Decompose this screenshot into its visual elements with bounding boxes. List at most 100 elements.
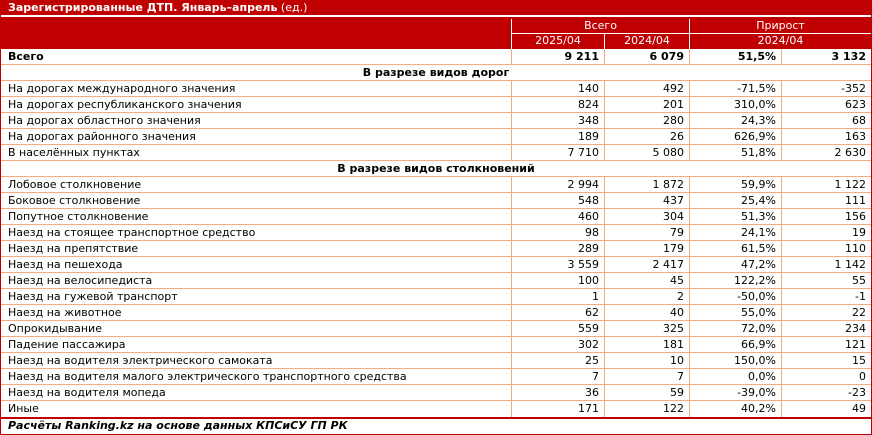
row-value: 6 079 <box>604 49 689 64</box>
row-value: 179 <box>604 241 689 256</box>
row-value: 302 <box>511 337 604 352</box>
source-note: Расчёты Ranking.kz на основе данных КПСи… <box>1 417 871 434</box>
section-row: В разрезе видов столкновений <box>1 161 871 177</box>
row-label: Наезд на водителя мопеда <box>8 386 166 399</box>
table-row: Попутное столкновение 460 304 51,3% 156 <box>1 209 871 225</box>
table-row: Лобовое столкновение 2 994 1 872 59,9% 1 122 <box>1 177 871 193</box>
table-row: Наезд на гужевой транспорт 1 2 -50,0% -1 <box>1 289 871 305</box>
row-value: 437 <box>604 193 689 208</box>
row-value: 824 <box>511 97 604 112</box>
row-value: 9 211 <box>511 49 604 64</box>
row-value: 66,9% <box>689 337 781 352</box>
title-unit: (ед.) <box>277 1 308 14</box>
row-value: 2 630 <box>781 145 871 160</box>
table-row: Наезд на животное 62 40 55,0% 22 <box>1 305 871 321</box>
row-label: Лобовое столкновение <box>8 178 142 191</box>
row-value: 72,0% <box>689 321 781 336</box>
row-value: 623 <box>781 97 871 112</box>
row-label: Боковое столкновение <box>8 194 141 207</box>
table-row: Падение пассажира 302 181 66,9% 121 <box>1 337 871 353</box>
row-value: 122,2% <box>689 273 781 288</box>
row-value: 140 <box>511 81 604 96</box>
row-value: 51,5% <box>689 49 781 64</box>
row-label: Опрокидывание <box>8 322 102 335</box>
header-year-row: 2025/04 2024/04 2024/04 <box>1 34 871 49</box>
table-row: Иные 171 122 40,2% 49 <box>1 401 871 417</box>
row-value: 36 <box>511 385 604 400</box>
table-row: Опрокидывание 559 325 72,0% 234 <box>1 321 871 337</box>
row-value: 55,0% <box>689 305 781 320</box>
row-value: 26 <box>604 129 689 144</box>
table-row: Наезд на препятствие 289 179 61,5% 110 <box>1 241 871 257</box>
row-value: 310,0% <box>689 97 781 112</box>
row-value: 348 <box>511 113 604 128</box>
row-value: 559 <box>511 321 604 336</box>
column-header-2024-04: 2024/04 <box>604 34 689 49</box>
row-value: 47,2% <box>689 257 781 272</box>
row-label: На дорогах международного значения <box>8 82 236 95</box>
column-group-growth: Прирост <box>689 19 871 34</box>
row-label: Наезд на пешехода <box>8 258 123 271</box>
row-value: 2 994 <box>511 177 604 192</box>
row-value: 62 <box>511 305 604 320</box>
row-label: На дорогах областного значения <box>8 114 201 127</box>
row-value: -1 <box>781 289 871 304</box>
row-value: 68 <box>781 113 871 128</box>
row-value: 0,0% <box>689 369 781 384</box>
table-row: Наезд на стоящее транспортное средство 98… <box>1 225 871 241</box>
row-value: 51,3% <box>689 209 781 224</box>
row-value: 548 <box>511 193 604 208</box>
row-label: Попутное столкновение <box>8 210 149 223</box>
row-value: 1 122 <box>781 177 871 192</box>
row-label: Наезд на стоящее транспортное средство <box>8 226 256 239</box>
row-label: Наезд на препятствие <box>8 242 139 255</box>
row-value: 7 710 <box>511 145 604 160</box>
row-value: 304 <box>604 209 689 224</box>
row-value: 492 <box>604 81 689 96</box>
row-value: 61,5% <box>689 241 781 256</box>
row-value: 49 <box>781 401 871 417</box>
row-value: 40 <box>604 305 689 320</box>
row-value: 10 <box>604 353 689 368</box>
row-label: Наезд на водителя электрического самокат… <box>8 354 273 367</box>
row-value: 25,4% <box>689 193 781 208</box>
row-value: 40,2% <box>689 401 781 417</box>
row-value: 111 <box>781 193 871 208</box>
table-row: В населённых пунктах 7 710 5 080 51,8% 2 630 <box>1 145 871 161</box>
header-group-row: Всего Прирост <box>1 19 871 34</box>
row-value: 19 <box>781 225 871 240</box>
row-label: В населённых пунктах <box>8 146 140 159</box>
row-label: Падение пассажира <box>8 338 126 351</box>
row-value: -71,5% <box>689 81 781 96</box>
row-value: 325 <box>604 321 689 336</box>
row-value: 55 <box>781 273 871 288</box>
row-value: 59 <box>604 385 689 400</box>
row-value: 100 <box>511 273 604 288</box>
row-value: 1 872 <box>604 177 689 192</box>
table-row: Всего 9 211 6 079 51,5% 3 132 <box>1 49 871 65</box>
row-value: 7 <box>511 369 604 384</box>
row-value: 59,9% <box>689 177 781 192</box>
row-value: 122 <box>604 401 689 417</box>
row-value: 3 559 <box>511 257 604 272</box>
row-value: 171 <box>511 401 604 417</box>
row-value: 626,9% <box>689 129 781 144</box>
row-value: 121 <box>781 337 871 352</box>
page-title: Зарегистрированные ДТП. Январь–апрель <box>8 1 278 14</box>
row-value: 1 142 <box>781 257 871 272</box>
row-label: Наезд на животное <box>8 306 122 319</box>
column-header-band: Всего Прирост 2025/04 2024/04 2024/04 <box>1 17 871 49</box>
row-value: 22 <box>781 305 871 320</box>
row-value: 7 <box>604 369 689 384</box>
row-value: 201 <box>604 97 689 112</box>
table-row: Боковое столкновение 548 437 25,4% 111 <box>1 193 871 209</box>
table-body: Всего 9 211 6 079 51,5% 3 132 В разрезе видов… <box>1 49 871 417</box>
row-label: Наезд на велосипедиста <box>8 274 153 287</box>
table-row: Наезд на водителя мопеда 36 59 -39,0% -23 <box>1 385 871 401</box>
table-row: На дорогах международного значения 140 492… <box>1 81 871 97</box>
section-row: В разрезе видов дорог <box>1 65 871 81</box>
row-value: 79 <box>604 225 689 240</box>
row-value: 110 <box>781 241 871 256</box>
column-header-2025-04: 2025/04 <box>511 34 604 49</box>
